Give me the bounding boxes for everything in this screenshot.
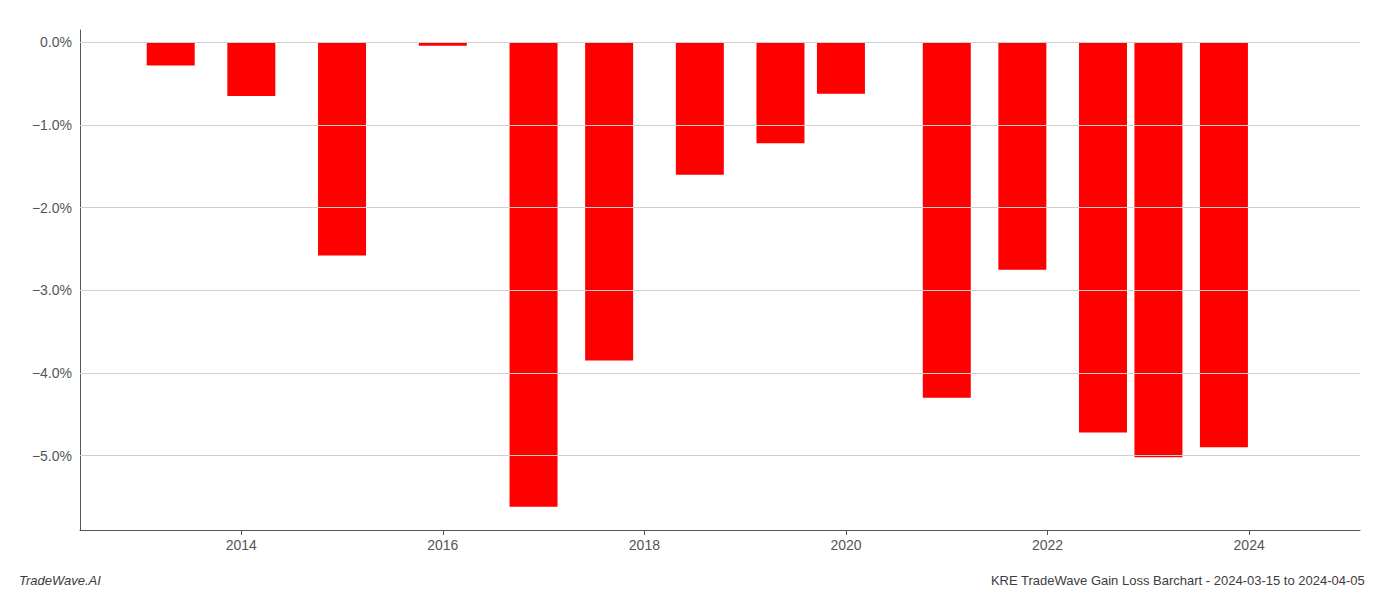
svg-text:TradeWave.AI: TradeWave.AI bbox=[19, 573, 101, 588]
svg-text:2024: 2024 bbox=[1234, 537, 1265, 553]
svg-text:2014: 2014 bbox=[226, 537, 257, 553]
svg-text:−2.0%: −2.0% bbox=[32, 200, 72, 216]
svg-text:−3.0%: −3.0% bbox=[32, 282, 72, 298]
svg-text:−1.0%: −1.0% bbox=[32, 117, 72, 133]
svg-text:−5.0%: −5.0% bbox=[32, 448, 72, 464]
svg-text:−4.0%: −4.0% bbox=[32, 365, 72, 381]
svg-text:2016: 2016 bbox=[427, 537, 458, 553]
svg-text:2022: 2022 bbox=[1032, 537, 1063, 553]
svg-text:KRE TradeWave Gain Loss Barcha: KRE TradeWave Gain Loss Barchart - 2024-… bbox=[991, 573, 1365, 588]
svg-text:0.0%: 0.0% bbox=[40, 34, 72, 50]
svg-text:2018: 2018 bbox=[629, 537, 660, 553]
svg-text:2020: 2020 bbox=[830, 537, 861, 553]
